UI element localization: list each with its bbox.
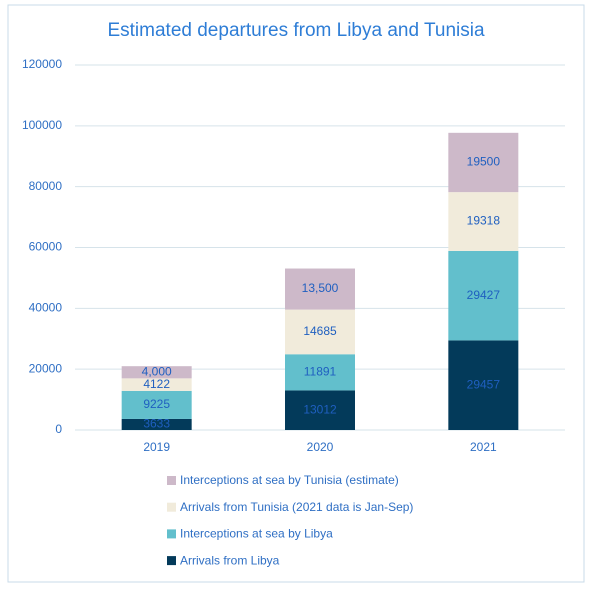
value-label: 19318 [467, 214, 501, 228]
legend-label: Arrivals from Tunisia (2021 data is Jan-… [180, 500, 413, 514]
bar-segment [285, 309, 355, 355]
bar-segment [285, 354, 355, 391]
bar-segment [285, 268, 355, 310]
x-tick-label: 2021 [470, 440, 497, 454]
legend-label: Interceptions at sea by Tunisia (estimat… [180, 473, 399, 487]
bar-segment [448, 250, 519, 341]
y-tick-label: 0 [55, 422, 62, 436]
y-tick-label: 120000 [22, 57, 62, 71]
y-tick-label: 60000 [29, 240, 63, 254]
y-tick-label: 80000 [29, 179, 63, 193]
value-label: 3633 [143, 417, 170, 431]
x-tick-label: 2020 [307, 440, 334, 454]
legend-swatch [167, 502, 176, 512]
value-label: 19500 [467, 155, 501, 169]
value-label: 14685 [303, 324, 337, 338]
y-tick-label: 20000 [29, 361, 63, 375]
legend-swatch [167, 476, 176, 485]
legend-label: Arrivals from Libya [180, 553, 280, 567]
value-label: 13,500 [302, 281, 339, 295]
legend-label: Interceptions at sea by Libya [180, 527, 333, 541]
value-label: 13012 [303, 402, 337, 416]
value-label: 4,000 [142, 364, 172, 378]
bar-segment [285, 390, 355, 430]
value-label: 11891 [304, 365, 337, 379]
bar-segment [448, 132, 519, 193]
value-label: 29457 [467, 377, 501, 391]
bar-segment [121, 366, 192, 379]
y-tick-label: 100000 [22, 118, 62, 132]
bar-segment [448, 340, 519, 430]
bar-segment [448, 192, 519, 251]
bar-segment [121, 378, 192, 391]
legend-swatch [167, 529, 176, 539]
value-label: 4122 [143, 377, 170, 391]
bar-segment [121, 390, 192, 419]
bar-segment [121, 418, 192, 430]
chart-title: Estimated departures from Libya and Tuni… [107, 20, 484, 41]
value-label: 29427 [467, 288, 501, 302]
x-tick-label: 2019 [143, 440, 170, 454]
value-label: 9225 [143, 397, 170, 411]
legend-swatch [167, 556, 176, 566]
y-tick-label: 40000 [29, 301, 63, 315]
